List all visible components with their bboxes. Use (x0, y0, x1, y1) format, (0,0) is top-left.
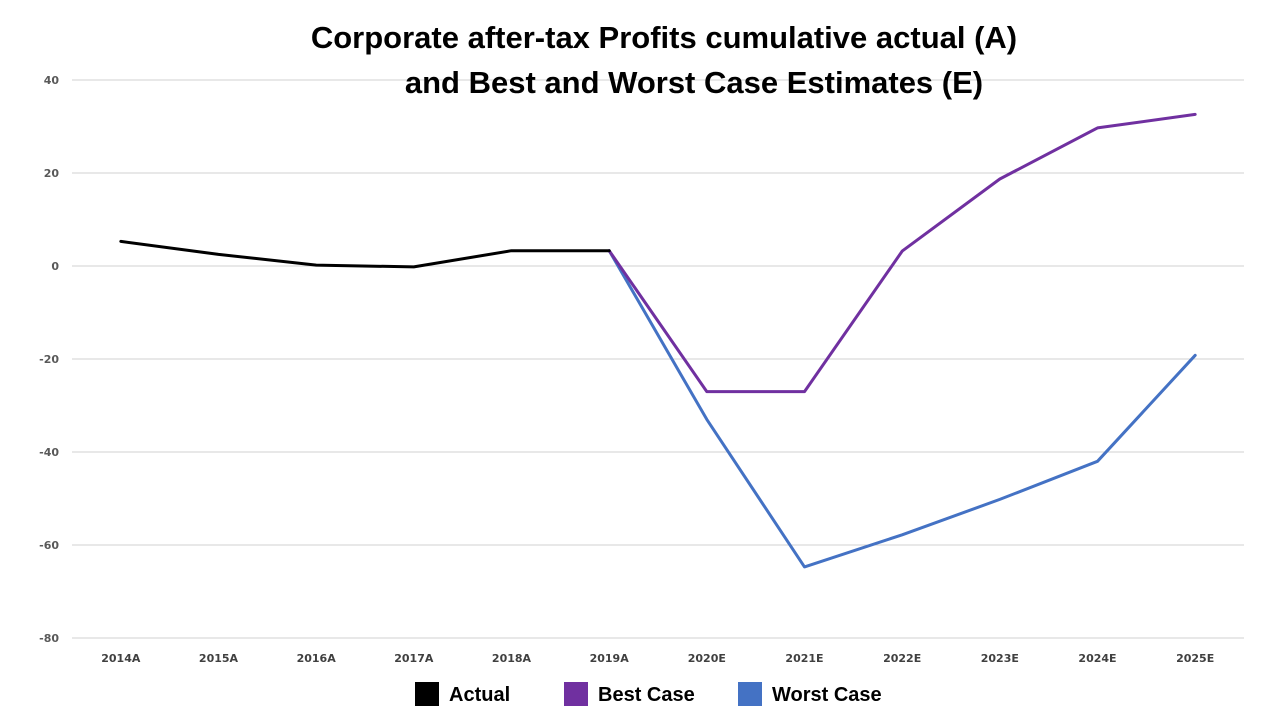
x-tick-label: 2023E (981, 652, 1019, 665)
legend-label-actual: Actual (449, 684, 510, 706)
y-tick-label: -20 (39, 353, 59, 366)
legend-item-best-case: Best Case (564, 682, 695, 706)
x-tick-label: 2018A (492, 652, 532, 665)
x-tick-label: 2022E (883, 652, 921, 665)
y-tick-label: 0 (51, 260, 59, 273)
series-line-best-case (607, 112, 1197, 394)
legend-item-actual: Actual (415, 682, 510, 706)
legend-label-best-case: Best Case (598, 684, 695, 706)
legend-item-worst-case: Worst Case (738, 682, 882, 706)
series-line-worst-case (607, 249, 1197, 569)
x-tick-label: 2014A (101, 652, 141, 665)
x-tick-label: 2025E (1176, 652, 1214, 665)
x-tick-label: 2015A (199, 652, 239, 665)
x-tick-label: 2021E (785, 652, 823, 665)
y-tick-label: -60 (39, 539, 59, 552)
x-tick-label: 2017A (394, 652, 434, 665)
y-axis-ticks: 40 20 0 -20 -40 -60 -80 (39, 74, 59, 645)
x-tick-label: 2020E (688, 652, 726, 665)
x-axis-ticks: 2014A 2015A 2016A 2017A 2018A 2019A 2020E 2021E… (101, 652, 1214, 665)
legend-swatch-worst-case (738, 682, 762, 706)
x-tick-label: 2019A (590, 652, 630, 665)
legend: Actual Best Case Worst Case (415, 682, 882, 706)
legend-swatch-best-case (564, 682, 588, 706)
series-lines (119, 112, 1197, 569)
series-line-actual (119, 239, 611, 269)
chart-title-line-2: and Best and Worst Case Estimates (E) (405, 65, 983, 100)
y-tick-label: 20 (44, 167, 60, 180)
legend-label-worst-case: Worst Case (772, 684, 882, 706)
y-tick-label: -80 (39, 632, 59, 645)
y-tick-label: 40 (44, 74, 60, 87)
x-tick-label: 2016A (297, 652, 337, 665)
x-tick-label: 2024E (1078, 652, 1116, 665)
y-tick-label: -40 (39, 446, 59, 459)
chart-title-line-1: Corporate after-tax Profits cumulative a… (311, 20, 1017, 55)
gridlines (72, 79, 1244, 639)
legend-swatch-actual (415, 682, 439, 706)
chart-title: Corporate after-tax Profits cumulative a… (311, 20, 1017, 100)
